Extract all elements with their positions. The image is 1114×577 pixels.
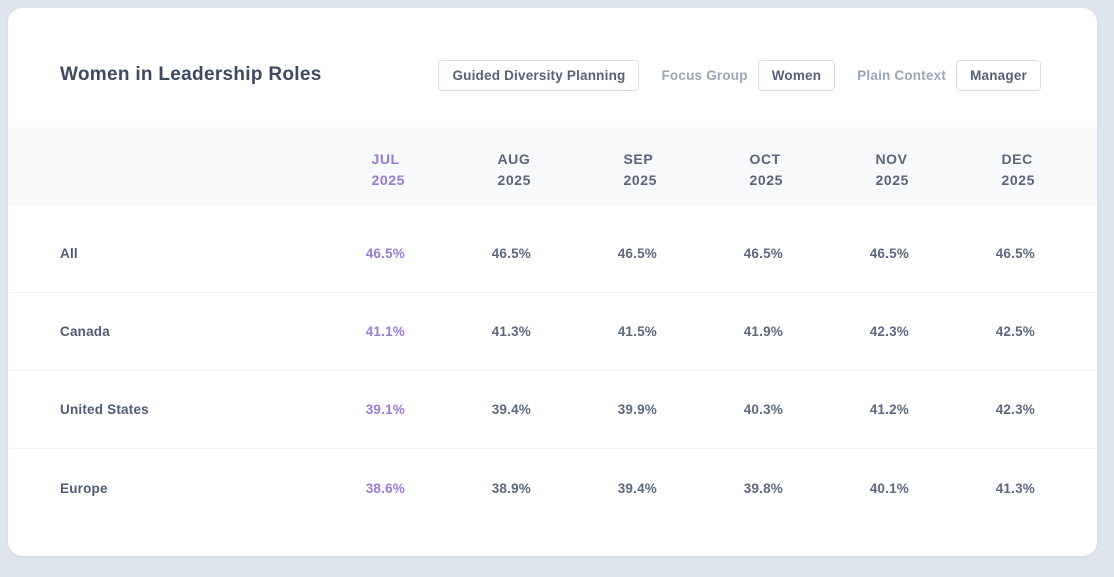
row-label: Europe (60, 480, 108, 496)
year-label: 2025 (1001, 172, 1035, 188)
plain-context-label: Plain Context (857, 67, 947, 83)
focus-group-label: Focus Group (661, 67, 748, 83)
cell-us-dec[interactable]: 42.3% (995, 402, 1035, 417)
cell-canada-aug[interactable]: 41.3% (491, 324, 531, 339)
cell-europe-jul[interactable]: 38.6% (365, 480, 405, 496)
month-label: AUG (497, 151, 531, 167)
table-row-united-states[interactable]: United States 39.1% 39.4% 39.9% 40.3% 41… (8, 371, 1097, 449)
page-title: Women in Leadership Roles (60, 64, 322, 85)
cell-canada-jul[interactable]: 41.1% (365, 324, 405, 339)
table-row-europe[interactable]: Europe 38.6% 38.9% 39.4% 39.8% 40.1% 41.… (8, 449, 1097, 527)
table-row-all[interactable]: All 46.5% 46.5% 46.5% 46.5% 46.5% 46.5% (8, 215, 1097, 293)
guided-diversity-planning-button[interactable]: Guided Diversity Planning (438, 59, 640, 91)
year-label: 2025 (623, 172, 657, 188)
cell-all-oct[interactable]: 46.5% (743, 246, 783, 261)
cell-europe-nov[interactable]: 40.1% (869, 480, 909, 496)
cell-all-nov[interactable]: 46.5% (869, 246, 909, 261)
cell-canada-oct[interactable]: 41.9% (743, 324, 783, 339)
cell-all-aug[interactable]: 46.5% (491, 246, 531, 261)
month-label: DEC (1001, 151, 1033, 167)
cell-all-sep[interactable]: 46.5% (617, 246, 657, 261)
table-body: All 46.5% 46.5% 46.5% 46.5% 46.5% 46.5% … (8, 205, 1097, 527)
column-header-nov-2025[interactable]: NOV 2025 (783, 141, 909, 191)
cell-europe-sep[interactable]: 39.4% (617, 480, 657, 496)
year-label: 2025 (875, 172, 909, 188)
column-header-sep-2025[interactable]: SEP 2025 (531, 141, 657, 191)
row-label: All (60, 246, 78, 261)
cell-all-dec[interactable]: 46.5% (995, 246, 1035, 261)
cell-us-jul[interactable]: 39.1% (365, 402, 405, 417)
column-header-jul-2025[interactable]: JUL 2025 (279, 141, 405, 191)
plain-context-selector[interactable]: Manager (956, 59, 1041, 91)
cell-us-oct[interactable]: 40.3% (743, 402, 783, 417)
cell-europe-oct[interactable]: 39.8% (743, 480, 783, 496)
column-header-aug-2025[interactable]: AUG 2025 (405, 141, 531, 191)
cell-us-sep[interactable]: 39.9% (617, 402, 657, 417)
header-bar: Women in Leadership Roles Guided Diversi… (8, 59, 1097, 91)
year-label: 2025 (497, 172, 531, 188)
cell-europe-dec[interactable]: 41.3% (995, 480, 1035, 496)
focus-group-selector[interactable]: Women (757, 59, 836, 91)
year-label: 2025 (749, 172, 783, 188)
column-header-oct-2025[interactable]: OCT 2025 (657, 141, 783, 191)
month-label: OCT (749, 151, 781, 167)
month-label: NOV (875, 151, 908, 167)
toolbar: Guided Diversity Planning Focus Group Wo… (438, 59, 1041, 91)
row-label: United States (60, 402, 149, 417)
column-header-dec-2025[interactable]: DEC 2025 (909, 141, 1035, 191)
table-row-canada[interactable]: Canada 41.1% 41.3% 41.5% 41.9% 42.3% 42.… (8, 293, 1097, 371)
cell-canada-sep[interactable]: 41.5% (617, 324, 657, 339)
month-label: JUL (371, 151, 400, 167)
cell-all-jul[interactable]: 46.5% (365, 246, 405, 261)
cell-canada-nov[interactable]: 42.3% (869, 324, 909, 339)
women-in-leadership-card: Women in Leadership Roles Guided Diversi… (8, 8, 1097, 556)
month-header-row: JUL 2025 AUG 2025 SEP 2025 OCT 2025 NOV (8, 127, 1097, 205)
row-label: Canada (60, 324, 110, 339)
cell-canada-dec[interactable]: 42.5% (995, 324, 1035, 339)
month-label: SEP (623, 151, 654, 167)
year-label: 2025 (371, 172, 405, 188)
cell-us-aug[interactable]: 39.4% (491, 402, 531, 417)
cell-us-nov[interactable]: 41.2% (869, 402, 909, 417)
cell-europe-aug[interactable]: 38.9% (491, 480, 531, 496)
